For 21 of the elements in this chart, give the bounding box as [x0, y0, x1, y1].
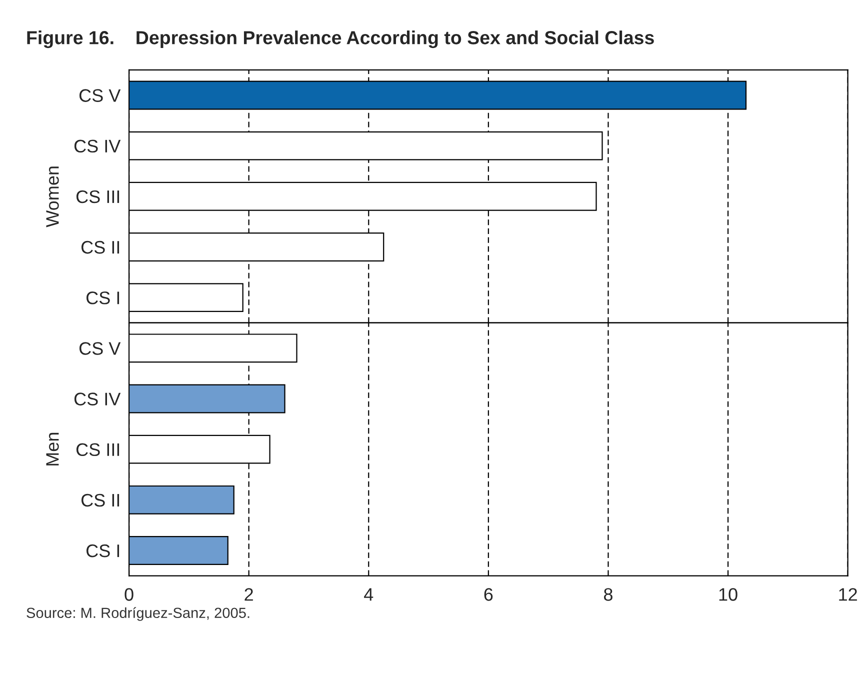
- y-tick-label: CS I: [86, 544, 120, 558]
- x-tick-label: 8: [604, 588, 612, 601]
- source-note: Source: M. Rodríguez-Sanz, 2005.: [26, 607, 250, 621]
- x-tick-label: 2: [244, 588, 253, 601]
- y-tick-label: CS II: [81, 240, 120, 254]
- y-tick-label: CS III: [76, 190, 120, 204]
- y-tick-label: CS V: [79, 89, 121, 102]
- x-tick-label: 10: [719, 588, 738, 601]
- x-tick-label: 12: [839, 588, 857, 601]
- y-tick-label: CS V: [79, 342, 121, 355]
- x-tick-label: 6: [484, 588, 493, 601]
- y-tick-label: CS IV: [74, 140, 121, 153]
- y-tick-label: CS I: [86, 292, 120, 304]
- y-tick-label: CS III: [76, 443, 120, 456]
- y-axis-title: Men: [46, 432, 59, 466]
- y-axis-title: Women: [46, 166, 59, 228]
- x-tick-label: 0: [124, 588, 134, 601]
- y-tick-label: CS IV: [74, 392, 121, 406]
- y-tick-label: CS II: [81, 494, 120, 507]
- chart-title: Figure 16. Depression Prevalence According to Sex and Social Class: [27, 30, 654, 48]
- x-tick-label: 4: [364, 588, 374, 601]
